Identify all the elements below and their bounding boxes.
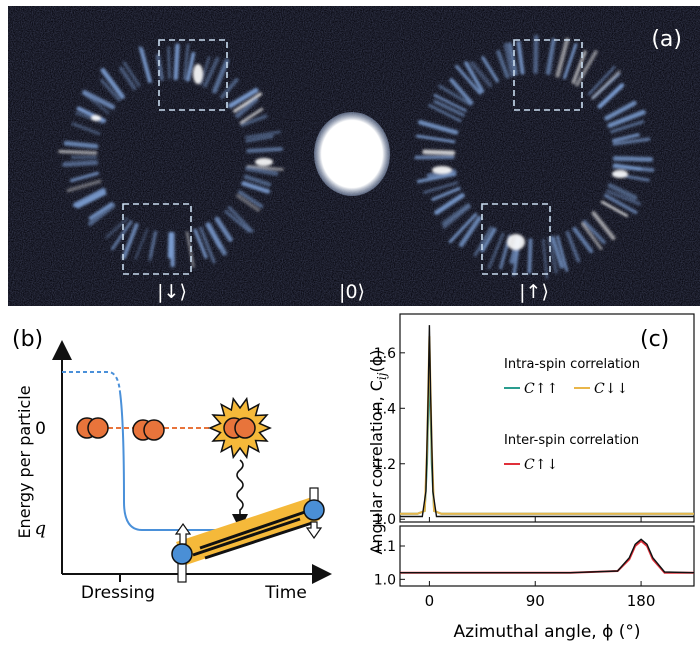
ket-zero-label: |0⟩ [339, 281, 365, 303]
speckle-streak [60, 151, 96, 152]
series-line-fit [400, 539, 694, 572]
speckle-streak [615, 158, 651, 159]
particle-pair-collision [224, 418, 255, 438]
panel-b-tag: (b) [12, 327, 43, 352]
bright-speckle [255, 158, 273, 166]
legend-ud-label: C↑↓ [524, 457, 558, 473]
x-axis-label: Azimuthal angle, ϕ (°) [454, 622, 641, 642]
energy-schematic: (b) Energy per particle 0 q Dressing Tim… [0, 312, 350, 644]
panel-c-tag: (c) [640, 327, 669, 352]
y-tick-label: 1.0 [374, 572, 396, 588]
absorption-image-panel: (a) |↓⟩ |0⟩ |↑⟩ [8, 6, 700, 306]
series-line-fit [400, 325, 694, 516]
series-line-ud [400, 541, 694, 573]
x-tick-label: 0 [425, 592, 435, 610]
energy-schematic-panel: (b) Energy per particle 0 q Dressing Tim… [0, 312, 350, 644]
speckle-streak [248, 149, 281, 151]
energy-curve [120, 392, 230, 530]
speckle-streak [176, 46, 178, 79]
particle-pair-initial [77, 418, 108, 438]
x-tick-time: Time [264, 583, 307, 603]
speckle-streak [424, 152, 452, 153]
decay-wavy-arrow [237, 460, 243, 522]
absorption-image: (a) |↓⟩ |0⟩ |↑⟩ [8, 6, 700, 306]
speckle-streak [536, 37, 537, 72]
ket-down-label: |↓⟩ [157, 281, 187, 303]
legend-dd-label: C↓↓ [594, 381, 628, 397]
y-tick-q: q [34, 518, 46, 539]
atom-right [304, 488, 324, 538]
x-tick-label: 90 [526, 592, 545, 610]
bright-speckle [432, 166, 452, 174]
legend-uu-label: C↑↑ [524, 381, 558, 397]
y-tick-zero: 0 [35, 419, 46, 439]
particle-pair-dressed [133, 420, 164, 440]
speckle-streak [170, 234, 171, 256]
panel-a-tag: (a) [651, 27, 682, 52]
bright-speckle [91, 115, 101, 121]
y-axis-label: Angular correlation, Cij(ϕ) [367, 349, 389, 554]
speckle-streak [529, 240, 530, 272]
ket-up-label: |↑⟩ [519, 281, 549, 303]
energy-curve-dashed [62, 372, 120, 392]
y-axis-label: Energy per particle [15, 385, 34, 538]
x-tick-label: 180 [627, 592, 656, 610]
condensate-cloud [314, 112, 390, 196]
legend-intra-title: Intra-spin correlation [504, 357, 640, 372]
speckle-streak [65, 163, 96, 165]
bright-speckle [193, 64, 203, 84]
legend-inter-title: Inter-spin correlation [504, 433, 639, 448]
bright-speckle [507, 234, 525, 250]
lower-plot-frame [400, 526, 694, 586]
speckle-streak [169, 48, 170, 78]
x-tick-dressing: Dressing [81, 583, 155, 603]
speckle-streak [66, 143, 96, 146]
bright-speckle [612, 170, 628, 178]
